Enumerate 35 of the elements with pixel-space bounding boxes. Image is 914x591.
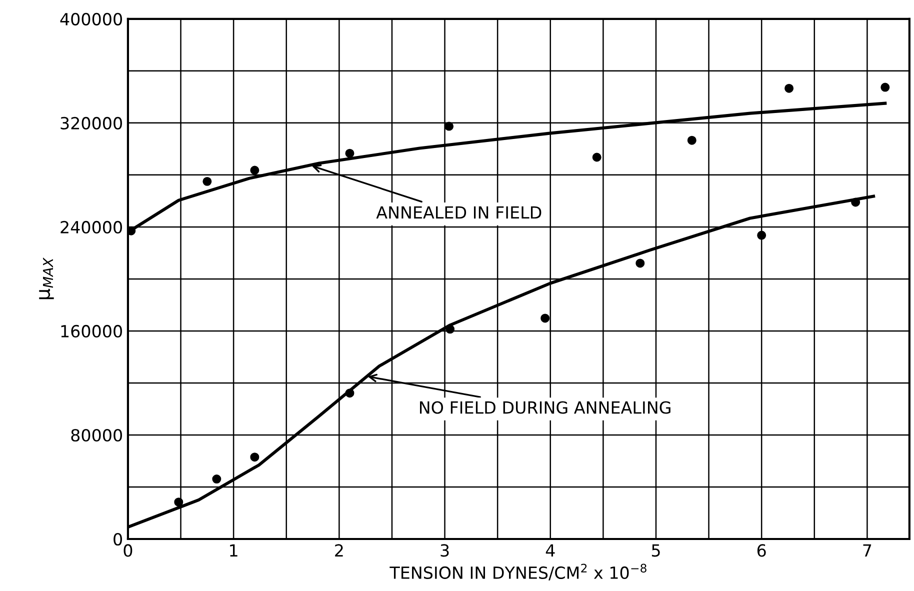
point bbox=[174, 498, 184, 507]
point bbox=[202, 176, 212, 186]
point bbox=[784, 84, 794, 93]
x-tick-label: 2 bbox=[335, 544, 343, 557]
point bbox=[687, 136, 696, 145]
x-axis-title: TENSION IN DYNES/CM$^{2}$ x 10$^{−8}$ bbox=[390, 564, 646, 580]
x-tick-label: 4 bbox=[546, 544, 555, 557]
point bbox=[444, 122, 454, 131]
x-tick-label: 3 bbox=[440, 544, 449, 557]
point bbox=[446, 324, 455, 334]
y-tick-label: 160000 bbox=[61, 324, 122, 338]
x-tick-label: 0 bbox=[124, 544, 132, 557]
point bbox=[250, 452, 260, 462]
x-tick-label: 7 bbox=[863, 544, 872, 557]
y-tick-label: 320000 bbox=[60, 116, 122, 130]
point bbox=[592, 152, 602, 162]
point bbox=[540, 314, 550, 323]
x-tick-label: 6 bbox=[757, 544, 766, 557]
y-tick-label: 240000 bbox=[60, 220, 122, 234]
annotation: NO FIELD DURING ANNEALING bbox=[420, 401, 670, 414]
y-tick-label: 80000 bbox=[71, 428, 122, 442]
annotation: ANNEALED IN FIELD bbox=[376, 206, 542, 219]
point bbox=[345, 388, 354, 398]
x-tick-label: 1 bbox=[230, 544, 238, 557]
point bbox=[212, 474, 222, 484]
point bbox=[636, 258, 645, 268]
point bbox=[851, 198, 860, 207]
y-tick-label: 400000 bbox=[60, 12, 122, 26]
point bbox=[345, 148, 354, 158]
y-tick-label: 0 bbox=[114, 532, 122, 546]
y-axis-title: μ$_{MAX}$ bbox=[39, 258, 54, 300]
point bbox=[757, 230, 766, 240]
point bbox=[250, 166, 260, 175]
point bbox=[880, 82, 890, 92]
x-tick-label: 5 bbox=[652, 544, 660, 557]
